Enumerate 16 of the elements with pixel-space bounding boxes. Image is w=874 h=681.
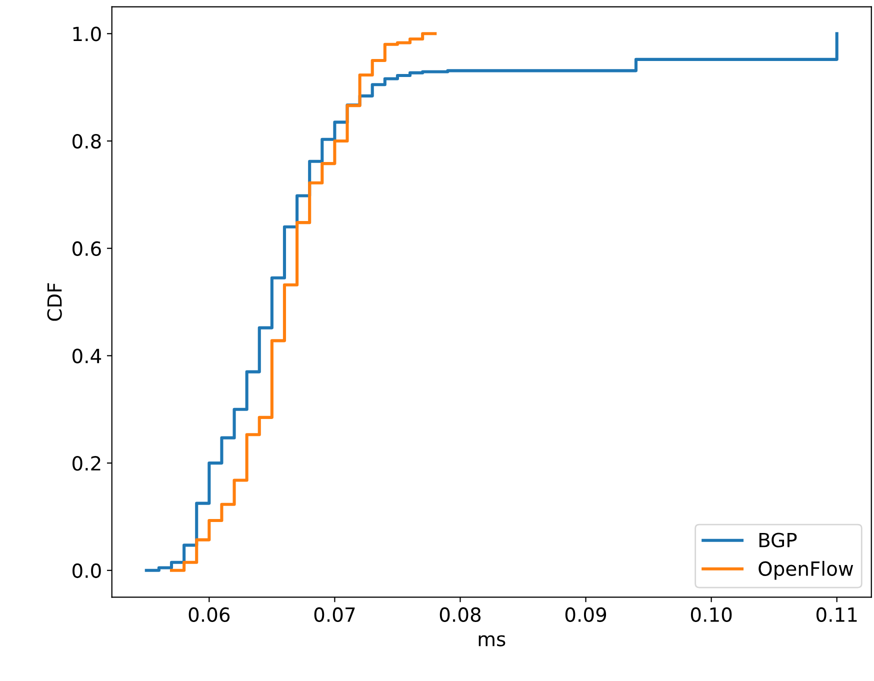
legend-label: BGP <box>759 532 797 548</box>
x-axis-title: ms <box>478 635 506 646</box>
y-tick-label: 0.4 <box>72 348 102 364</box>
y-tick-label: 0.2 <box>72 456 100 471</box>
y-tick-label: 0.0 <box>72 563 101 578</box>
x-tick-label: 0.07 <box>314 607 355 622</box>
legend-label: OpenFlow <box>758 560 854 580</box>
x-tick-label: 0.11 <box>816 607 857 622</box>
x-tick-label: 0.06 <box>188 607 230 622</box>
y-tick-label: 0.6 <box>72 241 101 256</box>
x-tick-label: 0.10 <box>690 607 732 622</box>
x-tick-label: 0.09 <box>565 607 606 622</box>
y-tick-label: 0.8 <box>72 134 101 149</box>
y-tick-label: 1.0 <box>73 26 101 42</box>
y-axis-title: CDF <box>47 283 62 321</box>
x-tick-label: 0.08 <box>440 607 481 622</box>
